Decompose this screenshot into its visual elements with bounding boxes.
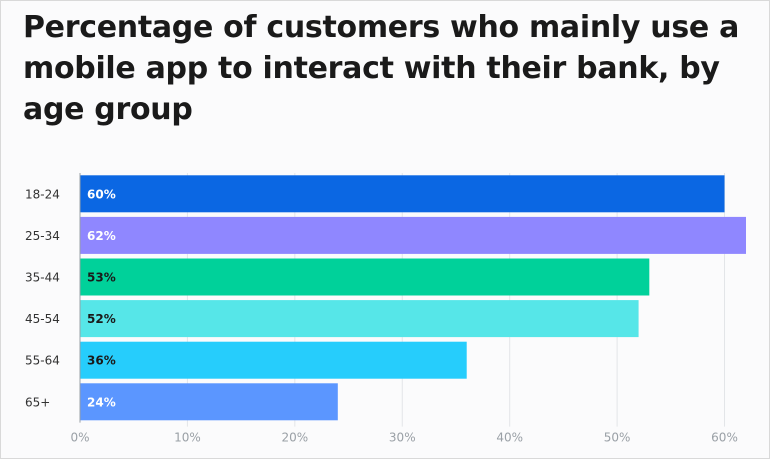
category-labels: 18-24 25-34 35-44 45-54 55-64 65+ bbox=[25, 187, 60, 409]
bar bbox=[80, 300, 639, 338]
bar bbox=[80, 175, 725, 213]
bar bbox=[80, 258, 650, 296]
bar-value-label: 60% bbox=[87, 187, 116, 201]
category-label: 45-54 bbox=[25, 312, 60, 326]
bar-value-label: 24% bbox=[87, 395, 116, 409]
bar-value-label: 62% bbox=[87, 229, 116, 243]
x-tick-label: 10% bbox=[174, 431, 201, 445]
x-axis-ticks: 0% 10% 20% 30% 40% 50% 60% bbox=[70, 431, 737, 445]
x-tick-label: 60% bbox=[711, 431, 738, 445]
category-label: 35-44 bbox=[25, 271, 60, 285]
category-label: 25-34 bbox=[25, 229, 60, 243]
bar-value-label: 52% bbox=[87, 312, 116, 326]
x-tick-label: 40% bbox=[496, 431, 523, 445]
category-label: 55-64 bbox=[25, 354, 60, 368]
category-label: 65+ bbox=[25, 395, 50, 409]
x-tick-label: 50% bbox=[604, 431, 631, 445]
bar-value-label: 53% bbox=[87, 271, 116, 285]
bars: 60% 62% 53% 52% 36% 24% bbox=[80, 175, 746, 421]
bar-value-label: 36% bbox=[87, 354, 116, 368]
category-label: 18-24 bbox=[25, 187, 60, 201]
bar bbox=[80, 216, 746, 254]
x-tick-label: 0% bbox=[70, 431, 89, 445]
bar bbox=[80, 383, 338, 421]
x-tick-label: 20% bbox=[282, 431, 309, 445]
chart-title: Percentage of customers who mainly use a… bbox=[23, 10, 740, 127]
x-tick-label: 30% bbox=[389, 431, 416, 445]
bar bbox=[80, 341, 467, 379]
